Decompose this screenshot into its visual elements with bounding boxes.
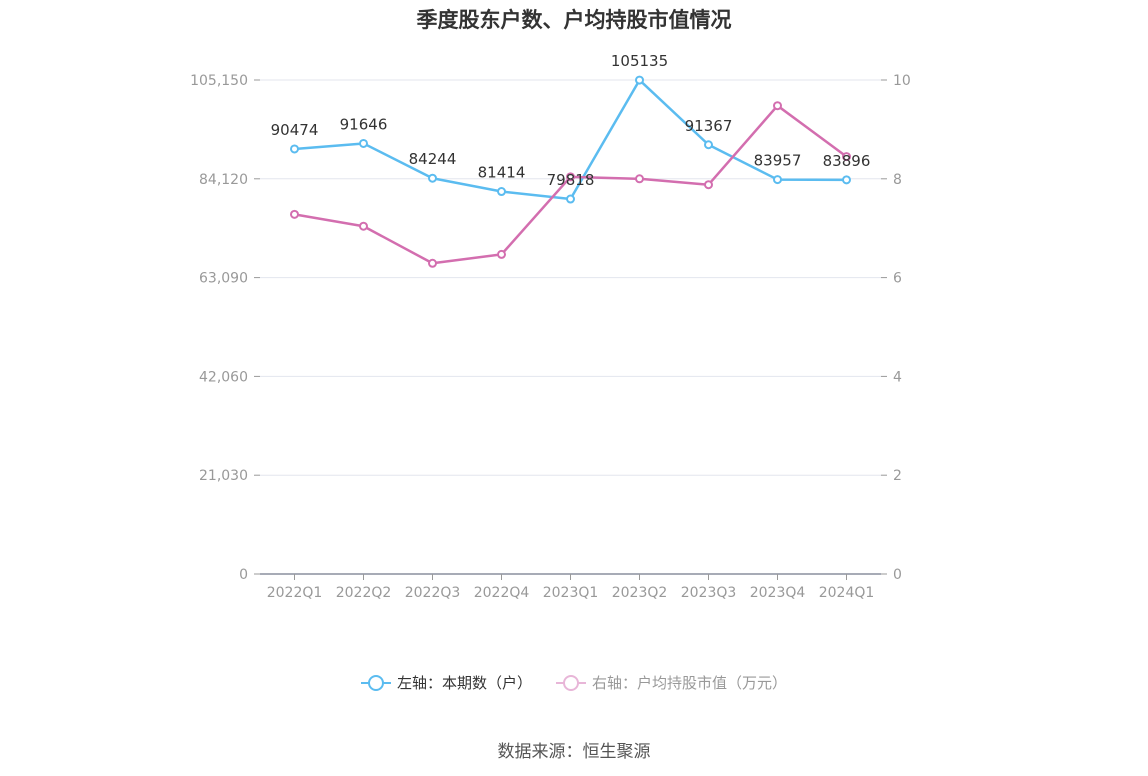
y-right-tick-label: 0 <box>893 567 902 583</box>
y-right-tick-label: 2 <box>893 468 902 484</box>
data-label: 79818 <box>547 171 595 189</box>
data-label: 84244 <box>409 150 457 168</box>
data-label: 91646 <box>340 115 388 133</box>
x-tick-label: 2022Q3 <box>405 585 461 601</box>
x-tick-label: 2022Q1 <box>267 585 323 601</box>
data-label: 90474 <box>271 121 319 139</box>
x-tick-label: 2023Q1 <box>543 585 599 601</box>
point-shareholders <box>566 194 575 204</box>
data-label: 83896 <box>823 152 871 170</box>
chart-title: 季度股东户数、户均持股市值情况 <box>416 8 732 32</box>
y-right-tick-label: 4 <box>893 369 902 385</box>
y-right-tick-label: 8 <box>893 172 902 188</box>
point-shareholders <box>428 173 437 183</box>
point-avg-value <box>566 172 575 182</box>
point-shareholders <box>497 187 506 197</box>
legend-label-right: 右轴：户均持股市值（万元） <box>592 674 788 692</box>
grid-lines <box>260 79 881 476</box>
legend-label-left: 左轴：本期数（户） <box>396 674 532 692</box>
y-right-tick-label: 6 <box>893 271 902 287</box>
point-avg-value <box>635 174 644 184</box>
data-label: 83957 <box>754 152 802 170</box>
point-avg-value <box>704 180 713 190</box>
axes: 0 0 21,030 2 42,060 4 63,090 6 84,120 8 105,150 10 2… <box>190 73 911 601</box>
data-label: 105135 <box>611 52 668 70</box>
x-tick-label: 2024Q1 <box>819 585 875 601</box>
point-shareholders <box>290 144 299 154</box>
x-tick-label: 2023Q3 <box>681 585 737 601</box>
x-tick-label: 2023Q4 <box>750 585 806 601</box>
x-tick-label: 2023Q2 <box>612 585 668 601</box>
data-label: 81414 <box>478 164 526 182</box>
y-left-tick-label: 21,030 <box>199 468 248 484</box>
x-tick-label: 2022Q2 <box>336 585 392 601</box>
line-chart: 0 0 21,030 2 42,060 4 63,090 6 84,120 8 105,150 10 2… <box>190 52 911 601</box>
data-label: 91367 <box>685 117 733 135</box>
point-avg-value <box>428 258 437 268</box>
point-shareholders <box>704 140 713 150</box>
y-left-tick-label: 63,090 <box>199 271 248 287</box>
legend-marker-left-icon <box>360 674 391 691</box>
point-shareholders <box>359 138 368 148</box>
x-tick-label: 2022Q4 <box>474 585 530 601</box>
point-shareholders <box>773 175 782 185</box>
legend-item-left[interactable]: 左轴：本期数（户） <box>360 672 532 693</box>
point-avg-value <box>290 209 299 219</box>
y-left-tick-label: 84,120 <box>199 172 248 188</box>
point-avg-value <box>497 249 506 259</box>
data-labels: 90474 91646 84244 81414 79818 105135 91367 8395… <box>271 52 871 189</box>
chart-legend: 左轴：本期数（户） 右轴：户均持股市值（万元） <box>0 672 1148 693</box>
point-avg-value <box>359 221 368 231</box>
data-source: 数据来源：恒生聚源 <box>497 742 651 762</box>
series-lines <box>290 75 851 268</box>
point-avg-value <box>773 101 782 111</box>
y-left-tick-label: 105,150 <box>190 73 248 89</box>
point-avg-value <box>842 152 851 162</box>
y-left-tick-label: 42,060 <box>199 369 248 385</box>
point-shareholders <box>635 75 644 85</box>
legend-item-right[interactable]: 右轴：户均持股市值（万元） <box>556 672 787 693</box>
y-right-tick-label: 10 <box>893 73 911 89</box>
y-left-tick-label: 0 <box>239 567 248 583</box>
point-shareholders <box>842 175 851 185</box>
legend-marker-right-icon <box>556 674 586 691</box>
